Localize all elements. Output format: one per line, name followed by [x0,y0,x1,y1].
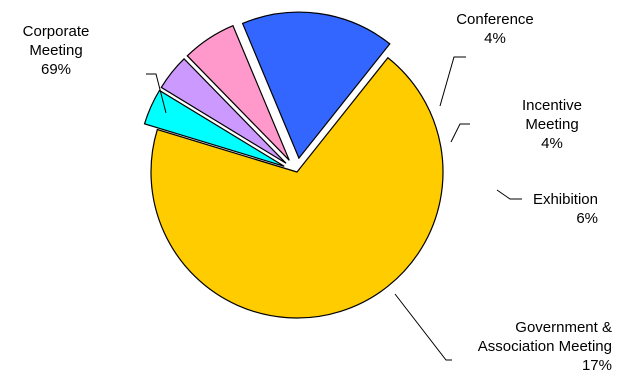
slice-label-percent: 69% [40,61,72,78]
slice-label-percent: 6% [576,210,598,227]
slice-label-text: Meeting [29,42,83,59]
pie-slice-incentive-meeting [160,57,287,164]
slice-label-text: Government & [515,319,612,336]
slice-label-percent: 4% [484,30,506,47]
slice-label-text: Exhibition [532,191,598,208]
slice-label-text: Incentive [521,97,583,114]
leader-line-conference [439,56,466,107]
slice-label-percent: 4% [541,135,563,152]
slice-label-text: Meeting [525,116,579,133]
slice-label-incentive-meeting: Incentive Meeting 4% [502,96,602,153]
slice-label-corporate-meeting: Corporate Meeting 69% [6,22,106,79]
leader-line-exhibition [496,189,522,200]
slice-label-text: Association Meeting [477,338,612,355]
pie-slices [143,11,444,319]
slice-label-government-association-meeting: Government & Association Meeting 17% [440,318,612,375]
slice-label-text: Conference [456,11,534,28]
leader-line-incentive-meeting [450,123,470,143]
leader-lines [146,56,522,361]
slice-label-text: Corporate [22,23,90,40]
slice-label-percent: 17% [581,357,612,374]
pie-slice-conference [143,89,285,167]
leader-line-government-association-meeting [394,293,452,361]
leader-line-corporate-meeting [146,73,167,114]
slice-label-exhibition: Exhibition 6% [500,190,598,228]
pie-slice-corporate-meeting [150,56,444,319]
pie-slice-exhibition [186,24,290,161]
pie-slice-government-association-meeting [241,11,391,160]
slice-label-conference: Conference 4% [445,10,545,48]
